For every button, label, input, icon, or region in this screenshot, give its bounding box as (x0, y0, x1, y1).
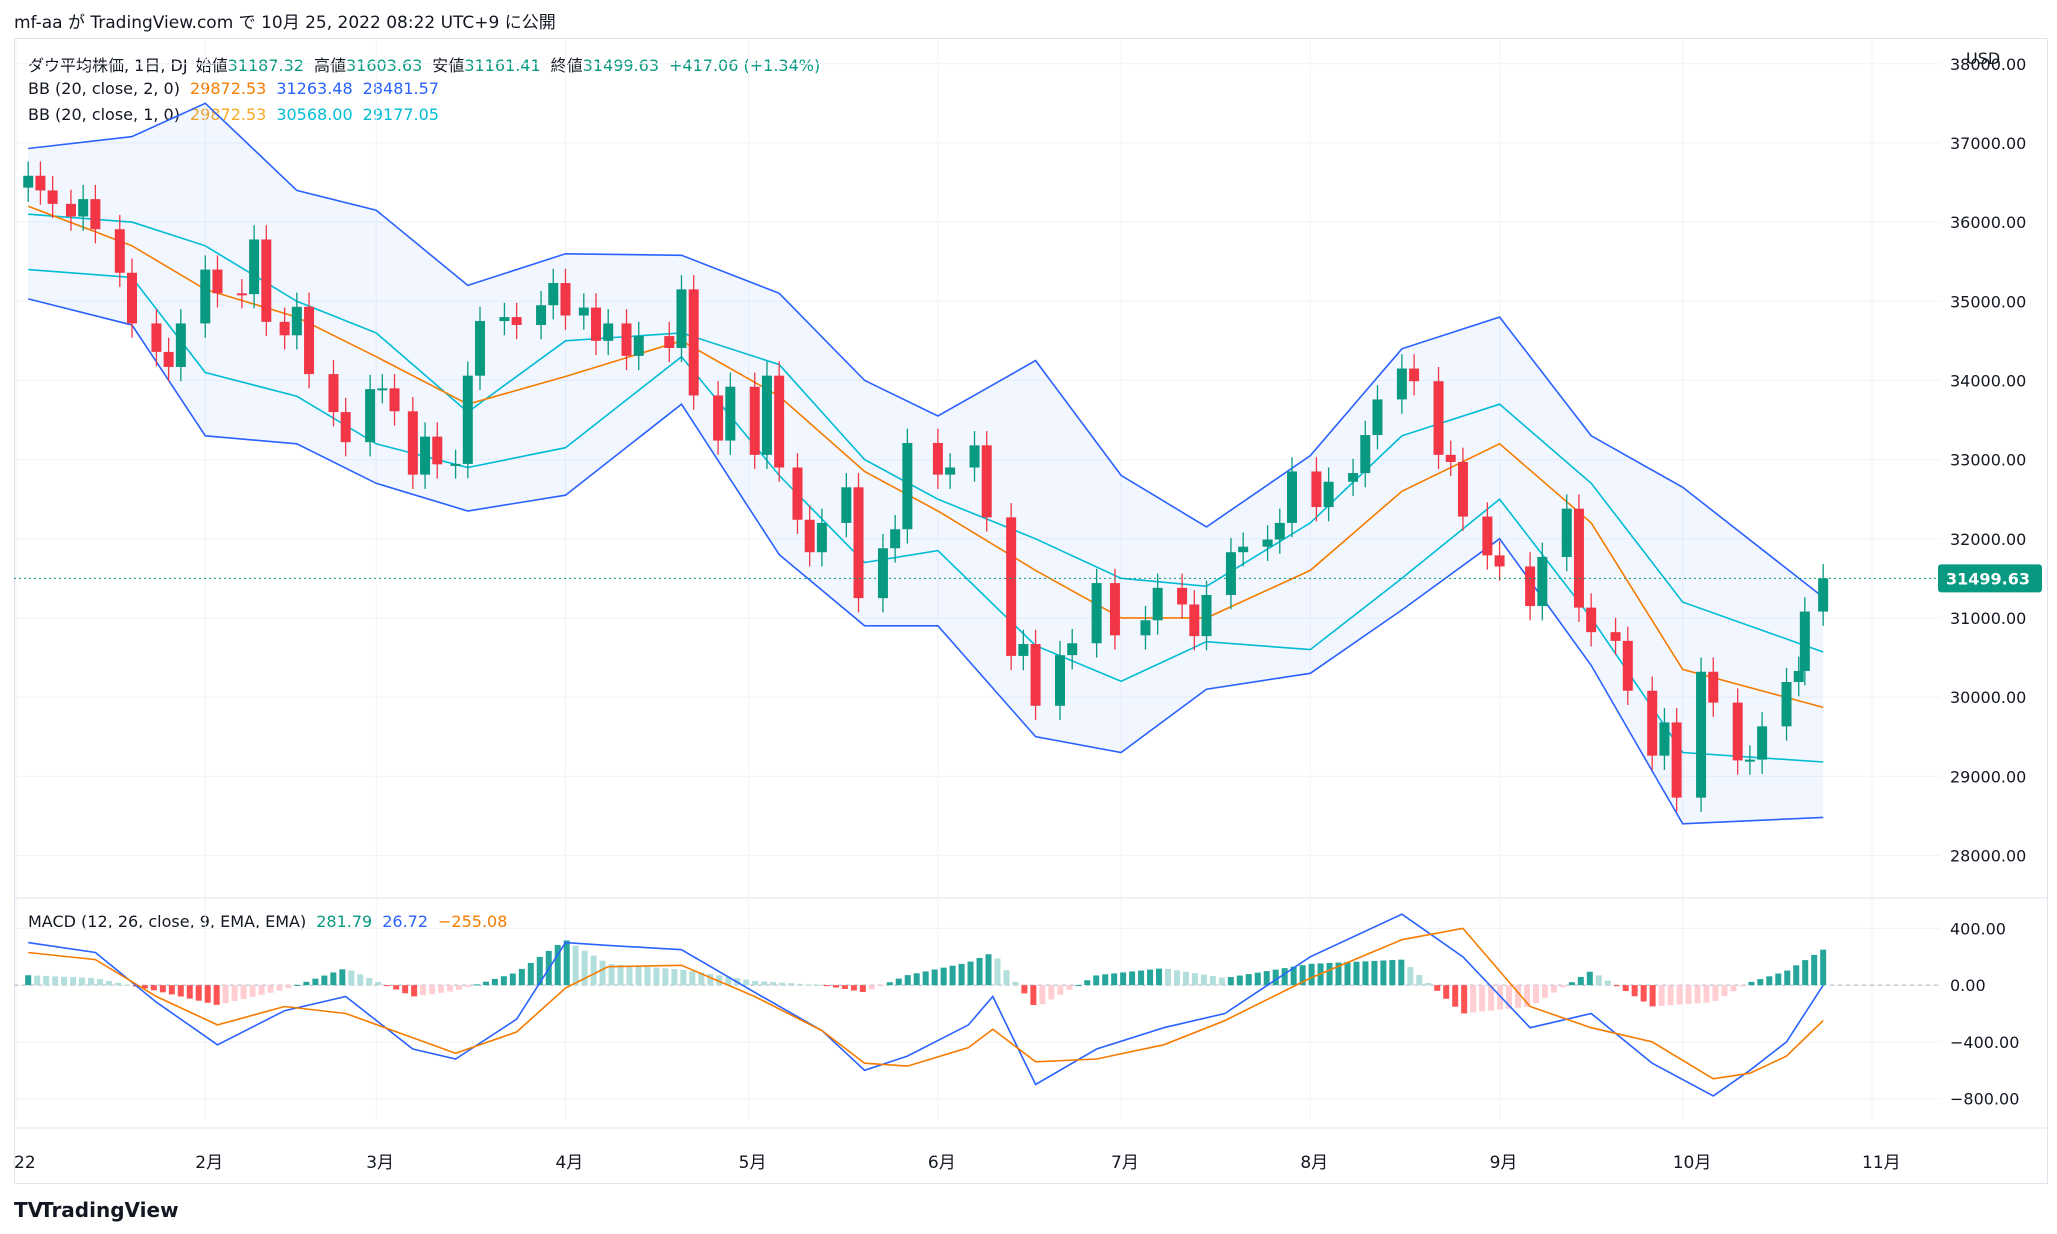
tv-logo-icon: TV (14, 1198, 44, 1222)
tradingview-logo[interactable]: TVTradingView (14, 1198, 179, 1222)
bb1-basis-value: 29872.53 (189, 105, 267, 124)
bb1-label: BB (20, close, 1, 0) (28, 105, 180, 124)
price-legend: ダウ平均株価, 1日, DJ 始値31187.32 高値31603.63 安値3116… (28, 52, 830, 76)
macd-value: 281.79 (316, 912, 373, 931)
high-value: 31603.63 (345, 56, 423, 75)
chart-frame[interactable] (14, 38, 2048, 1184)
histogram-value: −255.08 (438, 912, 508, 931)
bb1-lower-value: 29177.05 (362, 105, 439, 124)
low-label: 安値 (432, 56, 465, 75)
open-label: 始値 (195, 56, 228, 75)
close-value: 31499.63 (582, 56, 660, 75)
high-label: 高値 (313, 56, 346, 75)
open-value: 31187.32 (227, 56, 304, 75)
bb2-lower-value: 28481.57 (362, 79, 439, 98)
symbol-label: ダウ平均株価, 1日, DJ (28, 56, 188, 75)
bb1-legend: BB (20, close, 1, 0) 29872.53 30568.00 2917… (28, 105, 449, 124)
bb2-legend: BB (20, close, 2, 0) 29872.53 31263.48 2848… (28, 79, 449, 98)
signal-value: 26.72 (382, 912, 429, 931)
bb2-basis-value: 29872.53 (189, 79, 267, 98)
publisher-line: mf-aa が TradingView.com で 10月 25, 2022 0… (14, 13, 556, 33)
footer-brand: TradingView (40, 1198, 179, 1222)
low-value: 31161.41 (464, 56, 541, 75)
close-label: 終値 (550, 56, 583, 75)
bb1-upper-value: 30568.00 (276, 105, 353, 124)
change-value: +417.06 (+1.34%) (669, 56, 821, 75)
macd-legend: MACD (12, 26, close, 9, EMA, EMA) 281.79 2… (28, 912, 517, 931)
macd-label: MACD (12, 26, close, 9, EMA, EMA) (28, 912, 307, 931)
bb2-label: BB (20, close, 2, 0) (28, 79, 180, 98)
bb2-upper-value: 31263.48 (276, 79, 353, 98)
